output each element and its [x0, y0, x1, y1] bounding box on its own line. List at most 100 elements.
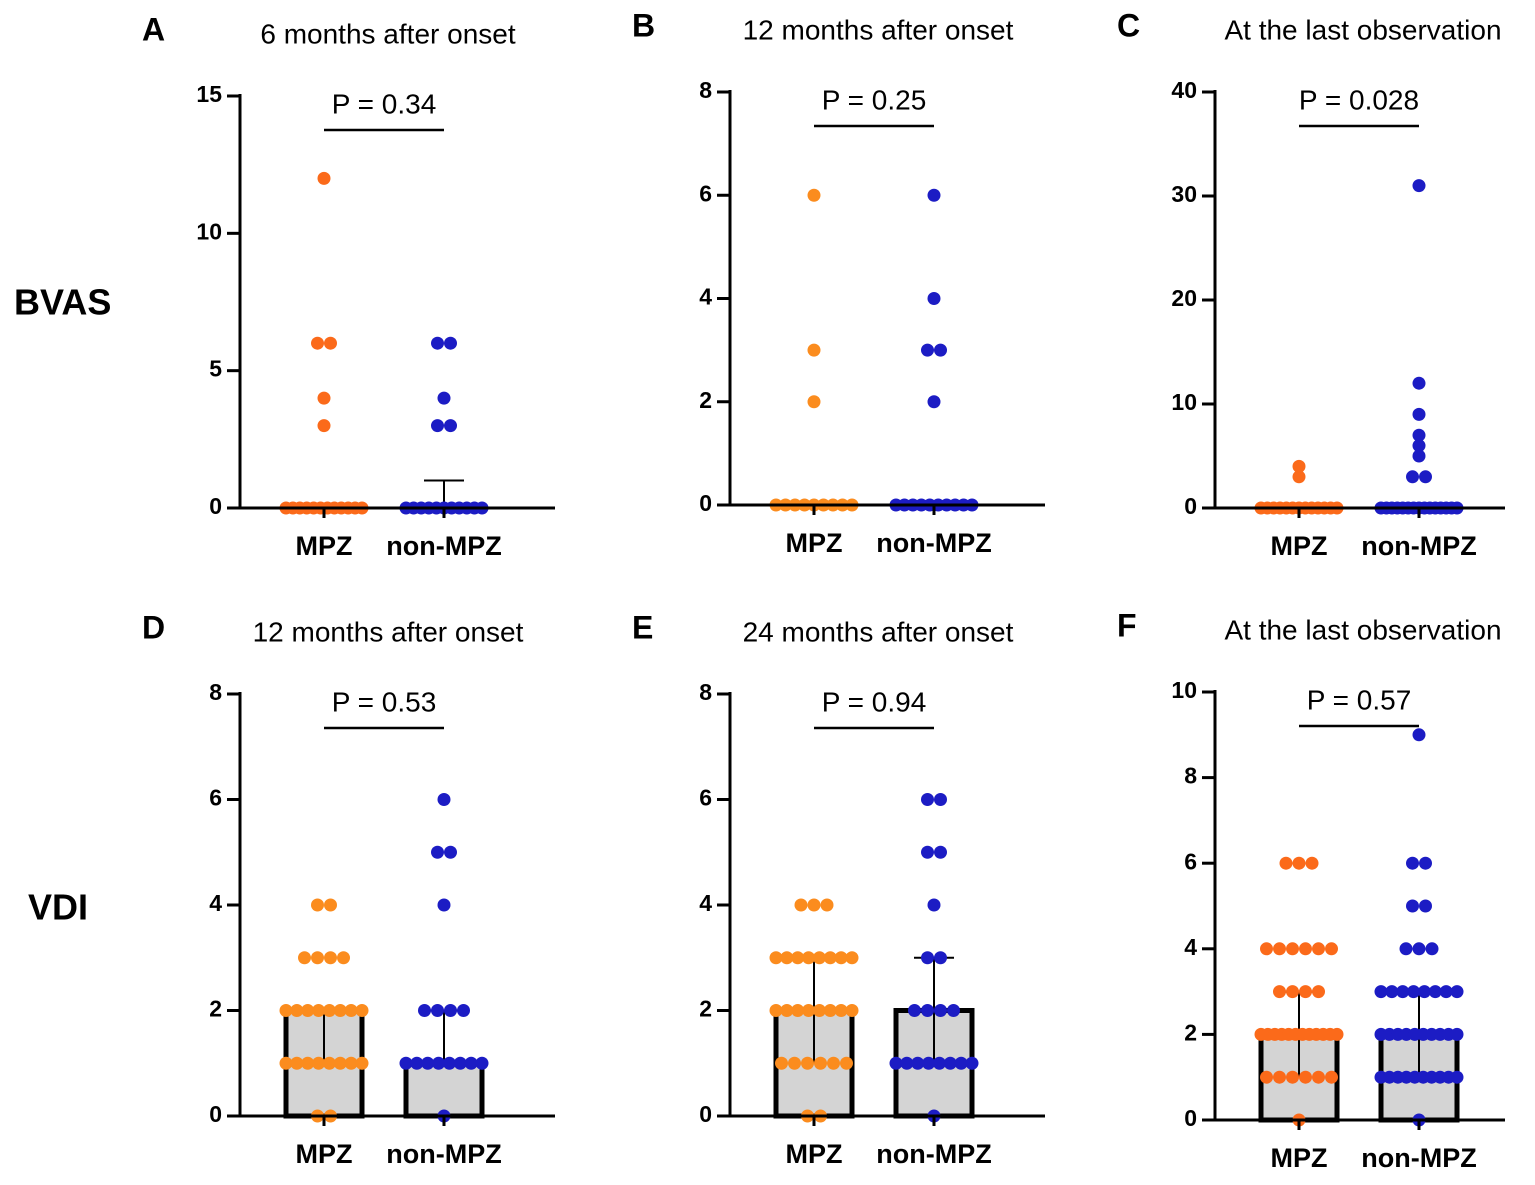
data-point: [1419, 856, 1432, 870]
data-point: [1305, 856, 1319, 870]
data-point: [807, 188, 821, 202]
data-point: [927, 898, 941, 912]
y-tick-label: 0: [1184, 1105, 1197, 1131]
panel-letter: C: [1117, 7, 1140, 43]
x-tick-label: non-MPZ: [876, 528, 991, 558]
data-point: [1412, 428, 1426, 442]
y-tick-label: 10: [1171, 389, 1197, 415]
p-value: P = 0.53: [332, 686, 437, 717]
data-point: [1312, 942, 1325, 956]
data-point: [333, 1004, 347, 1017]
data-point: [812, 1004, 826, 1017]
panel-title: At the last observation: [1224, 14, 1501, 45]
data-point: [311, 898, 324, 912]
data-point: [807, 343, 821, 357]
data-point: [1279, 856, 1293, 870]
data-point: [791, 1004, 805, 1017]
data-point: [431, 1004, 444, 1017]
data-point: [410, 1056, 424, 1070]
data-point: [921, 951, 934, 965]
panel-title: 6 months after onset: [260, 18, 515, 49]
data-point: [769, 1004, 783, 1017]
data-point: [1412, 179, 1426, 193]
data-point: [1273, 942, 1286, 956]
data-point: [312, 1056, 326, 1070]
data-point: [1292, 459, 1306, 473]
y-tick-label: 6: [699, 785, 712, 811]
y-tick-label: 0: [699, 1101, 712, 1127]
y-tick-label: 0: [209, 493, 222, 519]
panel-letter: F: [1117, 607, 1137, 643]
p-value: P = 0.57: [1307, 684, 1412, 715]
panel-title: 12 months after onset: [253, 616, 524, 647]
data-point: [444, 336, 457, 350]
data-point: [807, 898, 821, 912]
data-point: [1273, 985, 1286, 999]
data-point: [807, 395, 821, 409]
data-point: [1330, 1027, 1344, 1041]
p-value: P = 0.94: [822, 686, 927, 717]
x-tick-label: MPZ: [786, 1139, 843, 1169]
data-point: [1412, 728, 1426, 742]
y-tick-label: 20: [1171, 285, 1197, 311]
data-point: [1312, 1070, 1325, 1084]
data-point: [355, 1056, 369, 1070]
data-point: [823, 1004, 837, 1017]
data-point: [1439, 985, 1453, 999]
data-point: [1450, 1027, 1464, 1041]
data-point: [333, 1056, 347, 1070]
y-tick-label: 2: [1184, 1019, 1197, 1045]
panel-title: 12 months after onset: [743, 14, 1014, 45]
data-point: [290, 1004, 304, 1017]
data-point: [780, 1004, 794, 1017]
data-point: [1412, 376, 1426, 390]
data-point: [794, 898, 808, 912]
data-point: [1406, 470, 1419, 484]
data-point: [431, 336, 444, 350]
data-point: [431, 419, 444, 433]
p-value: P = 0.34: [332, 88, 437, 119]
data-point: [337, 951, 350, 965]
y-tick-label: 0: [1184, 493, 1197, 519]
data-point: [444, 845, 457, 859]
data-point: [921, 343, 934, 357]
y-tick-label: 8: [699, 679, 712, 705]
data-point: [279, 1004, 293, 1017]
data-point: [431, 845, 444, 859]
data-point: [1406, 856, 1419, 870]
p-value: P = 0.028: [1299, 84, 1419, 115]
data-point: [845, 951, 859, 965]
data-point: [1450, 985, 1464, 999]
data-point: [943, 1056, 957, 1070]
data-point: [927, 188, 941, 202]
data-point: [432, 1056, 446, 1070]
data-point: [457, 1004, 470, 1017]
data-point: [802, 951, 816, 965]
data-point: [1273, 1070, 1286, 1084]
y-tick-label: 8: [209, 679, 222, 705]
data-point: [965, 1056, 979, 1070]
data-point: [927, 292, 941, 305]
data-point: [1428, 985, 1442, 999]
data-point: [1417, 985, 1431, 999]
y-tick-label: 10: [1171, 677, 1197, 703]
data-point: [444, 419, 457, 433]
y-tick-label: 8: [699, 77, 712, 103]
panel-title: 24 months after onset: [743, 616, 1014, 647]
data-point: [827, 1056, 840, 1070]
x-tick-label: MPZ: [786, 528, 843, 558]
data-point: [769, 951, 783, 965]
panel-letter: D: [142, 609, 165, 645]
data-point: [814, 1056, 827, 1070]
x-tick-label: MPZ: [1271, 1143, 1328, 1173]
y-tick-label: 8: [1184, 763, 1197, 789]
data-point: [791, 951, 805, 965]
data-point: [840, 1056, 853, 1070]
data-point: [1396, 985, 1410, 999]
data-point: [475, 1056, 489, 1070]
data-point: [802, 1004, 816, 1017]
data-point: [290, 1056, 304, 1070]
y-tick-label: 6: [1184, 848, 1197, 874]
data-point: [344, 1056, 358, 1070]
y-tick-label: 0: [209, 1101, 222, 1127]
